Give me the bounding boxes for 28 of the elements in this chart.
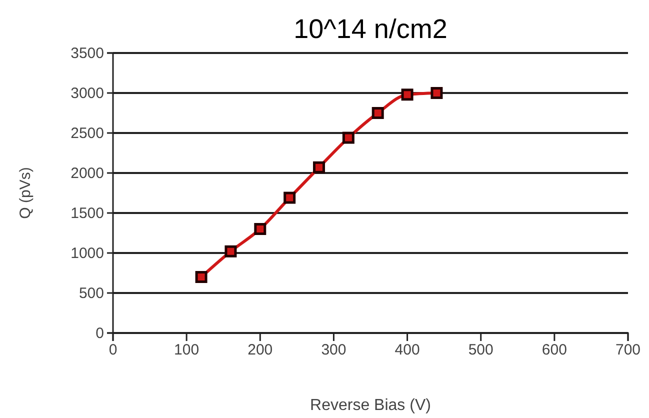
y-tick-label: 1000 [70, 244, 104, 262]
point [401, 88, 414, 101]
y-tick-label: 3500 [70, 44, 104, 62]
x-tick-label: 500 [468, 342, 494, 359]
point [313, 161, 325, 174]
point [342, 132, 354, 144]
chart-title: 10^14 n/cm2 [294, 14, 448, 44]
y-tick-label: 3000 [70, 84, 104, 102]
x-tick-label: 400 [394, 342, 420, 359]
x-tick-label: 100 [174, 342, 200, 359]
y-tick-label: 0 [96, 324, 104, 342]
y-tick-label: 2500 [70, 124, 104, 142]
x-tick-label: 600 [542, 342, 567, 359]
point [195, 271, 208, 283]
point [430, 87, 443, 99]
y-tick-label: 1500 [70, 204, 104, 222]
point [224, 245, 237, 258]
y-axis-title: Q (pVs) [17, 167, 34, 219]
x-tick-label: 0 [108, 342, 118, 359]
x-tick-label: 200 [248, 342, 273, 359]
point [372, 107, 384, 119]
point [254, 223, 266, 235]
x-tick-label: 300 [321, 342, 346, 359]
point [284, 192, 296, 204]
y-tick-label: 500 [78, 284, 104, 302]
x-tick-label: 700 [615, 342, 641, 359]
y-tick-label: 2000 [70, 164, 104, 182]
x-axis-title: Reverse Bias (V) [310, 397, 431, 414]
